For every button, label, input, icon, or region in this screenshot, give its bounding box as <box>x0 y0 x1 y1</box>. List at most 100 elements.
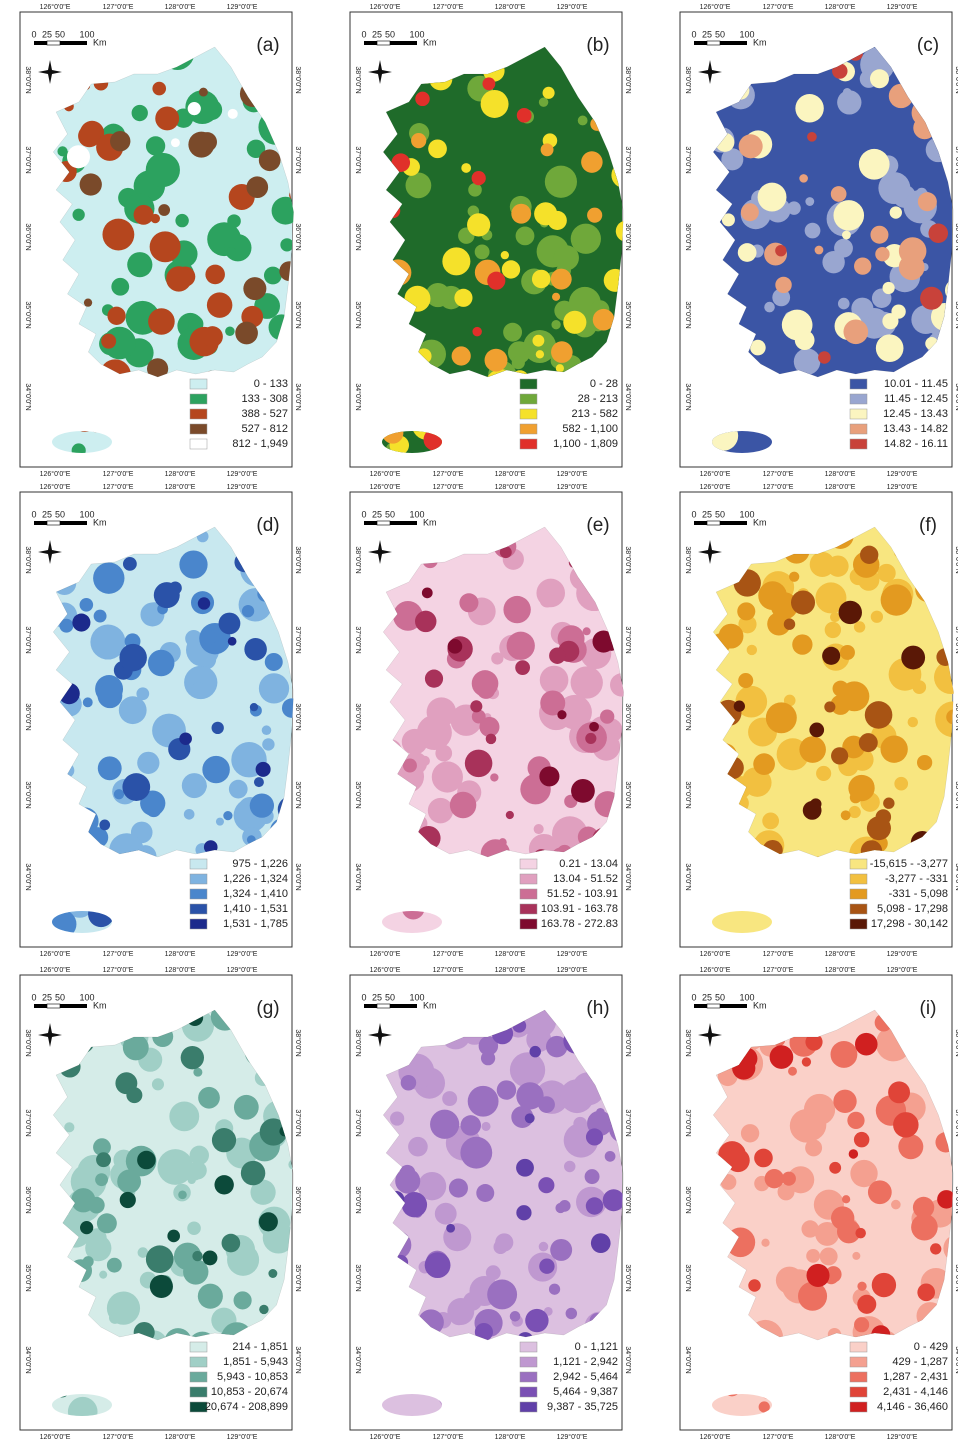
map-region <box>876 334 904 362</box>
map-region <box>179 732 192 745</box>
map-region <box>578 116 588 126</box>
lon-label: 126°0'0"E <box>40 483 71 491</box>
legend-swatch <box>520 1342 537 1352</box>
map-region <box>234 1095 259 1120</box>
legend-swatch <box>850 874 867 884</box>
map-region <box>146 153 180 187</box>
map-region <box>80 173 102 195</box>
lon-label: 126°0'0"E <box>370 950 401 958</box>
lat-label: 38°0'0"N <box>294 1029 302 1056</box>
legend-label: 17,298 - 30,142 <box>871 918 948 930</box>
legend-label: 14.82 - 16.11 <box>884 438 948 450</box>
lat-label: 37°0'0"N <box>354 1109 362 1136</box>
legend-swatch <box>520 859 537 869</box>
lat-label: 34°0'0"N <box>294 863 302 890</box>
map-region <box>890 206 902 218</box>
scale-bar <box>720 1004 747 1008</box>
lon-label: 129°0'0"E <box>227 470 258 478</box>
lon-label: 127°0'0"E <box>433 1433 464 1441</box>
panel-label: (a) <box>256 35 279 56</box>
lon-label: 129°0'0"E <box>557 470 588 478</box>
map-region <box>227 247 236 256</box>
map-region <box>71 1188 95 1212</box>
legend-label: 5,098 - 17,298 <box>877 903 948 915</box>
map-region <box>98 756 122 780</box>
map-region <box>818 351 831 364</box>
map-region <box>408 1137 428 1157</box>
map-region <box>603 1189 625 1211</box>
map-region <box>134 205 154 225</box>
lon-label: 128°0'0"E <box>165 1433 196 1441</box>
lat-label: 37°0'0"N <box>24 146 32 173</box>
scale-unit: Km <box>753 517 767 527</box>
map-region <box>188 102 201 115</box>
scale-bar <box>47 521 60 525</box>
legend-swatch <box>520 1372 537 1382</box>
map-region <box>517 108 532 123</box>
lon-label: 128°0'0"E <box>825 470 856 478</box>
lon-label: 126°0'0"E <box>370 966 401 974</box>
map-region <box>555 1203 565 1213</box>
map-region <box>738 673 753 688</box>
lat-label: 38°0'0"N <box>24 1029 32 1056</box>
map-region <box>402 1192 427 1217</box>
map-panel: 02550100Km(c)10.01 - 11.4511.45 - 12.451… <box>680 12 958 467</box>
map-region <box>738 243 757 262</box>
panel-label: (h) <box>586 998 609 1019</box>
map-region <box>855 1228 866 1239</box>
map-region <box>882 282 894 294</box>
map-region <box>515 660 530 675</box>
scale-bar <box>364 41 377 45</box>
map-region <box>550 1239 572 1261</box>
map-region <box>600 709 614 723</box>
map-region <box>512 356 525 369</box>
panel-label: (c) <box>917 35 939 56</box>
legend-swatch <box>190 1357 207 1367</box>
lon-label: 128°0'0"E <box>495 470 526 478</box>
map-region <box>171 138 180 147</box>
map-region <box>770 1045 794 1069</box>
lon-label: 126°0'0"E <box>700 470 731 478</box>
map-region <box>802 1057 811 1066</box>
map-region <box>475 244 490 259</box>
scale-label: 25 <box>42 509 52 519</box>
map-region <box>243 277 266 300</box>
scale-bar <box>720 521 747 525</box>
map-region <box>893 1112 919 1138</box>
map-region <box>150 231 181 262</box>
map-region <box>831 1041 858 1068</box>
map-region <box>589 722 599 732</box>
map-region <box>831 747 848 764</box>
lat-label: 36°0'0"N <box>684 223 692 250</box>
legend-swatch <box>850 1387 867 1397</box>
scale-label: 25 <box>702 29 712 39</box>
legend-swatch <box>190 424 207 434</box>
map-region <box>110 131 130 151</box>
map-region <box>259 1305 268 1314</box>
map-region <box>545 166 577 198</box>
lon-label: 129°0'0"E <box>557 1433 588 1441</box>
map-region <box>487 1280 517 1310</box>
map-region <box>852 1252 860 1260</box>
map-region <box>566 1308 577 1319</box>
lon-label: 127°0'0"E <box>103 3 134 11</box>
scale-unit: Km <box>93 1000 107 1010</box>
map-region <box>98 683 123 708</box>
legend-label: 388 - 527 <box>242 408 288 420</box>
legend-swatch <box>850 1372 867 1382</box>
scale-label: 25 <box>42 29 52 39</box>
map-region <box>461 1115 481 1135</box>
lon-label: 129°0'0"E <box>557 3 588 11</box>
map-region <box>80 1221 93 1234</box>
map-region <box>540 666 569 695</box>
map-region <box>425 670 443 688</box>
map-region <box>807 132 817 142</box>
map-region <box>136 687 149 700</box>
scale-bar <box>720 41 747 45</box>
lon-label: 128°0'0"E <box>825 3 856 11</box>
map-region <box>883 798 894 809</box>
map-region <box>762 813 779 830</box>
map-region <box>202 326 223 347</box>
map-region <box>548 211 567 230</box>
